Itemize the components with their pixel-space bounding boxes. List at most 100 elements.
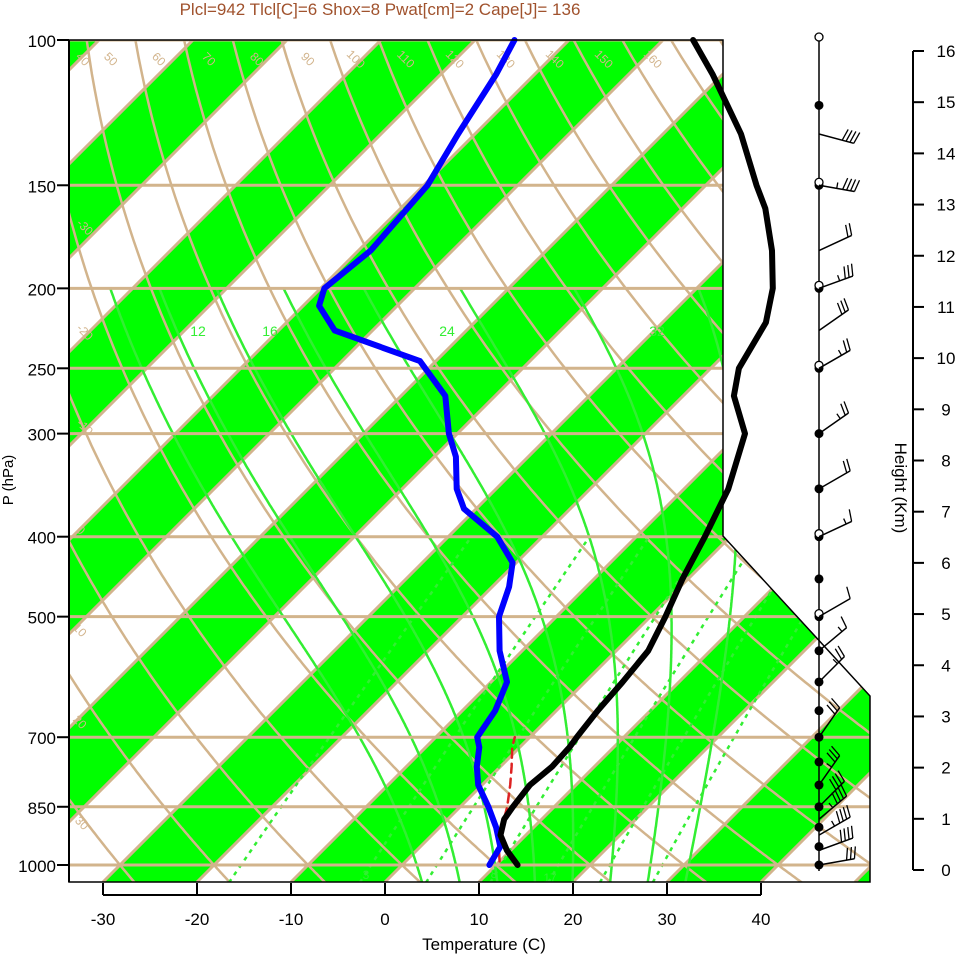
height-tick-label: 10	[937, 349, 956, 368]
wind-barb-flag	[846, 805, 851, 818]
moist-adiabat-label: 32	[649, 323, 665, 339]
wind-barb-flag	[849, 131, 857, 143]
wind-layer	[814, 32, 861, 871]
wind-barb-half-flag	[826, 763, 832, 768]
mixing-ratio-line	[651, 536, 853, 882]
height-tick-label: 13	[937, 196, 956, 215]
wind-barb	[818, 338, 851, 369]
wind-barb-shaft	[818, 837, 854, 852]
dry-adiabat-label: 90	[298, 49, 318, 69]
wind-barb-flag	[840, 784, 848, 797]
moist-adiabat-line	[109, 287, 424, 882]
wind-barb-flag	[843, 828, 846, 841]
height-tick-label: 5	[941, 605, 950, 624]
wind-barb-shaft	[818, 858, 855, 866]
pressure-tick-label: 150	[28, 177, 56, 196]
height-tick-label: 9	[941, 400, 950, 419]
wind-level-dot	[814, 574, 824, 584]
temperature-band	[479, 40, 870, 882]
moist-adiabat-line	[282, 287, 537, 882]
wind-level-dot	[814, 100, 824, 110]
isotherm-line	[949, 0, 961, 882]
height-tick-label: 4	[941, 656, 950, 675]
pressure-tick-label: 500	[28, 609, 56, 628]
wind-barb	[818, 509, 853, 538]
wind-barb-flag	[853, 846, 856, 859]
temperature-band	[69, 40, 721, 882]
wind-barb-flag	[853, 132, 861, 144]
wind-level-open-dot	[814, 32, 824, 42]
mixing-ratio-line	[424, 536, 651, 882]
mixing-ratio-label: 8	[491, 867, 498, 881]
wind-barb-flag	[847, 827, 850, 840]
temperature-tick-label: 20	[564, 910, 583, 929]
isotherm-line	[195, 40, 870, 882]
wind-barb	[818, 129, 861, 145]
isotherm-line	[665, 40, 870, 882]
wind-barb	[818, 458, 851, 490]
wind-barb-flag	[835, 811, 841, 824]
temperature-profile-line	[497, 37, 776, 868]
wind-barb-flag	[849, 847, 853, 860]
wind-barb-flag	[828, 749, 838, 760]
isotherm-line	[69, 40, 629, 882]
wind-barb-flag	[829, 778, 837, 791]
mixing-ratio-line	[227, 535, 473, 882]
wind-barb-flag	[847, 265, 850, 278]
mixing-ratio-line	[489, 536, 708, 882]
dewpoint-profile-line	[316, 37, 518, 868]
wind-barb	[818, 745, 841, 786]
dry-adiabat-line	[467, 40, 870, 882]
chart-title: Plcl=942 Tlcl[C]=6 Shox=8 Pwat[cm]=2 Cap…	[179, 0, 581, 19]
pressure-tick-label: 850	[28, 799, 56, 818]
height-tick-label: 7	[941, 503, 950, 522]
wind-level-dot	[814, 706, 824, 716]
wind-barb-flag	[848, 223, 853, 236]
wind-barb-flag	[839, 809, 844, 822]
wind-barb-flag	[843, 266, 846, 279]
height-tick-label: 1	[941, 810, 950, 829]
wind-barb	[818, 805, 851, 836]
wind-barb	[818, 616, 848, 652]
height-tick-label: 8	[941, 452, 950, 471]
isotherm-line	[69, 40, 723, 882]
wind-level-open-dot	[814, 177, 824, 187]
wind-barb-shaft	[818, 133, 854, 145]
temperature-band	[69, 40, 533, 882]
pressure-tick-label: 300	[28, 426, 56, 445]
mixing-ratio-label: 17	[543, 871, 557, 885]
isotherm-line	[69, 40, 535, 882]
isotherm-line	[69, 40, 253, 882]
dry-adiabat-line	[69, 40, 136, 882]
wind-barb-flag	[846, 586, 851, 599]
height-axis-title: Height (Km)	[891, 443, 910, 534]
temperature-tick-label: -20	[185, 910, 210, 929]
wind-barb-flag	[843, 401, 850, 414]
wind-barb-flag	[837, 770, 846, 782]
wind-barb	[818, 645, 846, 683]
wind-barb-flag	[828, 701, 838, 712]
wind-barb	[818, 263, 854, 290]
wind-barb-flag	[842, 340, 848, 353]
wind-barb-shaft	[818, 780, 845, 808]
dry-adiabat-line	[131, 40, 708, 882]
temperature-tick-label: -30	[91, 910, 116, 929]
wind-barb	[818, 401, 850, 435]
mixing-ratio-line	[598, 536, 806, 882]
wind-barb-shaft	[818, 275, 854, 290]
dry-adiabat-label: 50	[101, 49, 121, 69]
wind-barb-shaft	[818, 755, 841, 786]
wind-barb-flag	[831, 697, 841, 709]
height-tick-label: 3	[941, 707, 950, 726]
wind-barb-half-flag	[837, 274, 841, 282]
wind-barb-flag	[840, 616, 848, 628]
wind-barb-half-flag	[843, 518, 847, 525]
dry-adiabat-line	[69, 40, 327, 882]
wind-barb	[818, 298, 850, 332]
wind-barb-flag	[826, 704, 836, 715]
mixing-ratio-line	[358, 535, 591, 882]
wind-barb	[818, 784, 848, 820]
wind-barb-flag	[846, 458, 851, 472]
wind-barb-flag	[841, 129, 849, 141]
wind-barb-shaft	[818, 655, 845, 683]
